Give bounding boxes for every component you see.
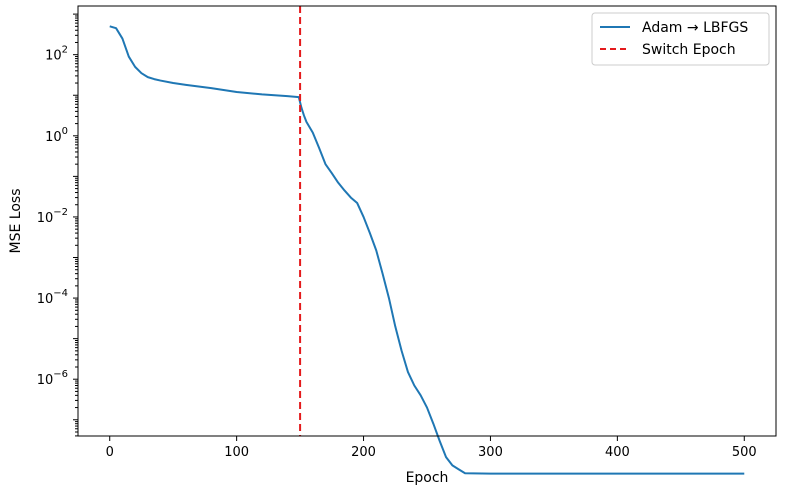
legend-box bbox=[591, 12, 770, 66]
legend-label-switch-epoch: Switch Epoch bbox=[642, 42, 736, 58]
plot-area bbox=[78, 6, 776, 436]
x-tick-label: 0 bbox=[106, 445, 114, 460]
y-tick-label: 10−2 bbox=[37, 207, 68, 226]
x-axis-label: Epoch bbox=[406, 470, 449, 486]
series-layer bbox=[109, 6, 745, 475]
x-tick-label: 500 bbox=[732, 445, 757, 460]
y-tick-label: 102 bbox=[45, 45, 68, 64]
x-tick-label: 200 bbox=[351, 445, 376, 460]
plot-frame bbox=[77, 5, 777, 437]
y-axis-ticks: 102 100 10−2 10−4 10−6 bbox=[37, 13, 78, 437]
y-tick-label: 100 bbox=[45, 126, 68, 145]
legend: Adam → LBFGS Switch Epoch bbox=[591, 12, 770, 66]
x-tick-label: 100 bbox=[224, 445, 249, 460]
legend-label-adam-lbfgs: Adam → LBFGS bbox=[642, 20, 748, 36]
y-axis-label: MSE Loss bbox=[8, 189, 24, 254]
x-axis-ticks: 0 100 200 300 400 500 bbox=[106, 436, 757, 460]
series-line-adam-lbfgs bbox=[109, 25, 745, 475]
x-tick-label: 400 bbox=[605, 445, 630, 460]
x-tick-label: 300 bbox=[478, 445, 503, 460]
y-tick-label: 10−6 bbox=[37, 369, 68, 388]
y-tick-label: 10−4 bbox=[37, 288, 68, 307]
